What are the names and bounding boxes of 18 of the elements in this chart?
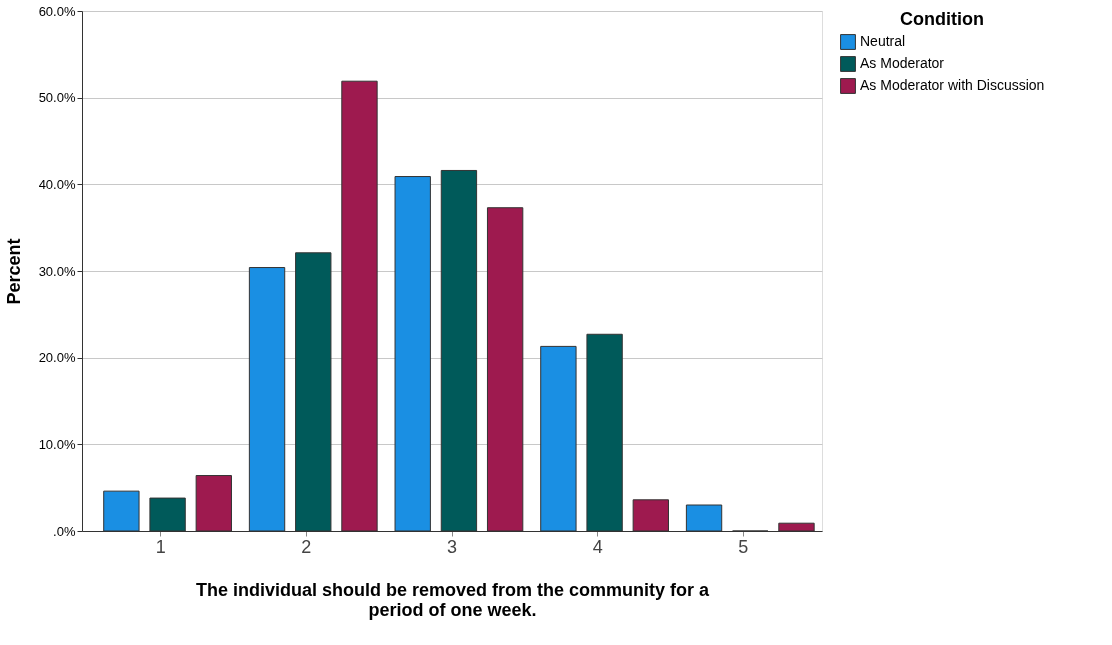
x-tick-label: 5 [738, 536, 749, 557]
legend-label: As Moderator [860, 55, 945, 71]
legend-label: As Moderator with Discussion [860, 77, 1045, 93]
y-tick-label: 50.0% [38, 90, 76, 106]
legend-title: Condition [900, 9, 984, 29]
x-tick-label: 3 [446, 536, 458, 557]
x-tick-label: 1 [155, 536, 166, 557]
y-axis-title: Percent [3, 238, 24, 305]
x-axis-title: The individual should be removed from the community for a period of one week. [195, 579, 711, 620]
y-tick-label: 20.0% [38, 350, 76, 366]
y-tick-label: 30.0% [38, 263, 76, 279]
legend-label: Neutral [860, 33, 906, 49]
y-tick-label: 60.0% [38, 3, 76, 19]
y-tick-label: .0% [53, 523, 76, 539]
y-tick-label: 10.0% [38, 436, 76, 452]
x-tick-label: 4 [592, 536, 603, 557]
x-tick-label: 2 [301, 536, 312, 557]
y-tick-label: 40.0% [38, 176, 76, 192]
